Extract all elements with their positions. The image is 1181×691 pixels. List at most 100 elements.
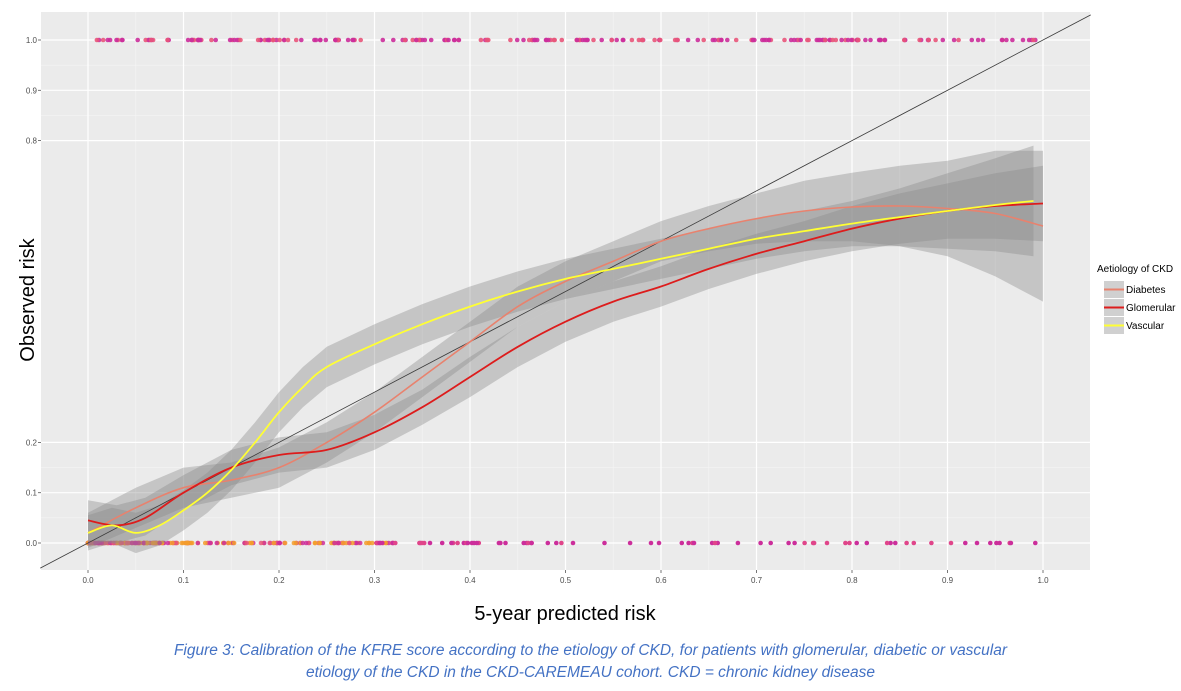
rug-point	[701, 37, 706, 43]
rug-point	[534, 37, 540, 43]
rug-point	[948, 540, 954, 546]
rug-point	[281, 37, 287, 43]
rug-point	[782, 37, 787, 43]
rug-point	[620, 37, 626, 43]
rug-point	[816, 37, 821, 43]
rug-point	[189, 37, 195, 43]
rug-point	[695, 37, 701, 43]
rug-point	[1020, 37, 1026, 43]
rug-point	[402, 37, 408, 43]
rug-point	[824, 540, 830, 546]
x-tick-label: 1.0	[1037, 576, 1049, 585]
rug-point	[235, 37, 240, 43]
rug-point	[446, 37, 451, 43]
rug-point	[332, 540, 337, 546]
rug-point	[320, 540, 326, 546]
rug-point	[609, 37, 614, 43]
rug-point	[514, 37, 520, 43]
x-tick-label: 0.3	[369, 576, 381, 585]
rug-point	[980, 37, 986, 43]
rug-point	[148, 37, 154, 43]
rug-point	[100, 37, 106, 43]
rug-point	[712, 37, 718, 43]
rug-point	[380, 37, 386, 43]
rug-point	[238, 37, 243, 43]
rug-point	[111, 540, 116, 546]
rug-point	[380, 540, 385, 546]
rug-point	[652, 37, 657, 43]
rug-point	[350, 540, 355, 546]
rug-point	[574, 37, 580, 43]
legend: Aetiology of CKD Diabetes Glomerular Vas…	[1097, 264, 1176, 334]
rug-point	[839, 37, 844, 43]
rug-point	[805, 37, 810, 43]
rug-point	[893, 540, 898, 546]
rug-point	[843, 540, 848, 546]
rug-point	[261, 540, 267, 546]
rug-point	[293, 540, 299, 546]
rug-point	[917, 37, 922, 43]
rug-point	[197, 37, 203, 43]
rug-point	[802, 540, 807, 546]
rug-point	[455, 540, 460, 546]
rug-point	[975, 37, 981, 43]
x-tick-label: 0.6	[655, 576, 667, 585]
rug-point	[478, 37, 484, 43]
rug-point	[165, 37, 170, 43]
caption-line-2: etiology of the CKD in the CKD-CAREMEAU …	[305, 664, 875, 681]
rug-point	[546, 37, 551, 43]
rug-point	[114, 37, 119, 43]
rug-point	[312, 540, 318, 546]
rug-point	[940, 37, 946, 43]
rug-point	[465, 540, 471, 546]
rug-point	[810, 540, 816, 546]
rug-point	[439, 540, 445, 546]
rug-point	[733, 37, 739, 43]
legend-label-diabetes: Diabetes	[1126, 285, 1165, 296]
rug-point	[685, 37, 691, 43]
rug-point	[599, 37, 604, 43]
rug-point	[788, 37, 794, 43]
rug-point	[864, 540, 870, 546]
rug-point	[97, 540, 103, 546]
rug-point	[963, 540, 968, 546]
curve-glomerular	[87, 202, 1044, 527]
rug-point	[293, 37, 299, 43]
rug-point	[545, 540, 551, 546]
rug-point	[822, 37, 828, 43]
rug-point	[383, 540, 389, 546]
x-axis-ticks: 0.0 0.1 0.2 0.3 0.4 0.5 0.6 0.7 0.8 0.9 1.0	[82, 570, 1049, 585]
rug-point	[929, 540, 934, 546]
rug-point	[974, 540, 980, 546]
rug-point	[105, 37, 111, 43]
rug-point	[474, 540, 480, 546]
rug-point	[521, 540, 526, 546]
rug-point	[195, 540, 201, 546]
rug-point	[766, 37, 772, 43]
rug-point	[350, 37, 355, 43]
caption-line-1: Figure 3: Calibration of the KFRE score …	[173, 642, 1008, 659]
rug-point	[420, 37, 425, 43]
rug-points-observed-0	[85, 540, 1038, 546]
rug-point	[427, 540, 433, 546]
rug-point	[554, 540, 559, 546]
rug-point	[863, 37, 868, 43]
x-tick-label: 0.1	[178, 576, 190, 585]
y-tick-label: 1.0	[26, 36, 38, 45]
x-tick-label: 0.0	[82, 576, 94, 585]
ribbon-diabetes	[88, 150, 1043, 548]
rug-point	[529, 540, 534, 546]
rug-point	[758, 540, 763, 546]
rug-point	[340, 540, 346, 546]
rug-point	[760, 37, 765, 43]
rug-point	[719, 37, 724, 43]
rug-point	[313, 37, 319, 43]
rug-point	[449, 540, 454, 546]
rug-point	[1008, 540, 1014, 546]
rug-point	[274, 37, 279, 43]
rug-point	[227, 37, 233, 43]
rug-point	[750, 37, 756, 43]
rug-point	[847, 540, 852, 546]
y-tick-label: 0.0	[26, 539, 38, 548]
rug-point	[833, 37, 839, 43]
